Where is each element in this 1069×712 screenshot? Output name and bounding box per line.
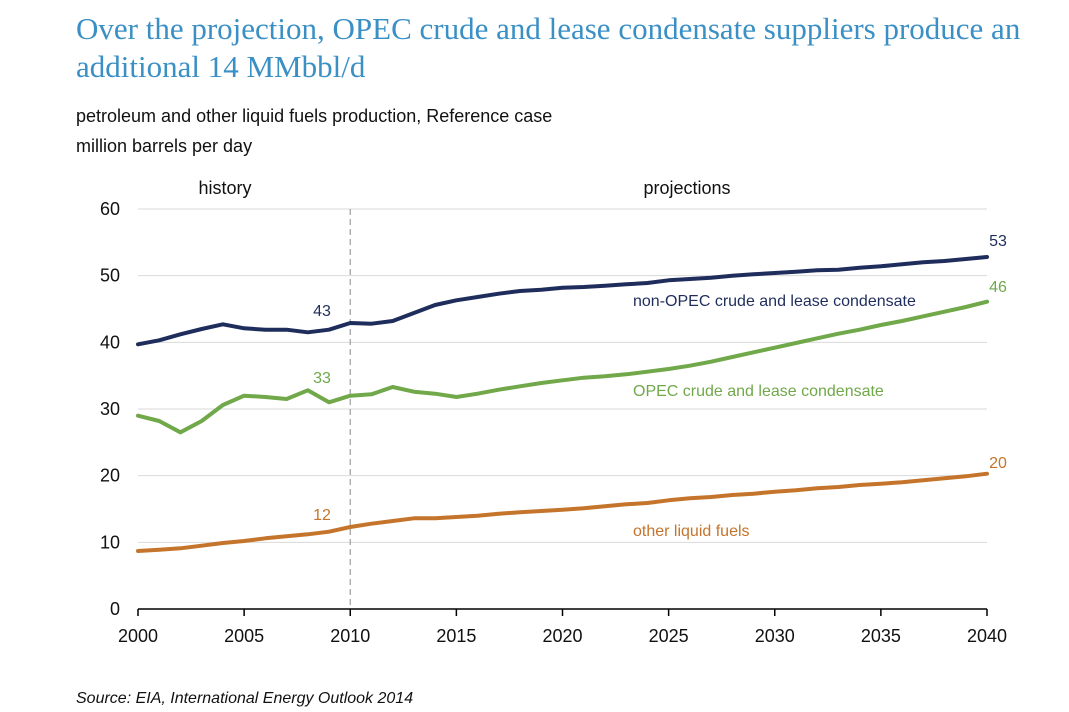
series-name-label-non-opec: non-OPEC crude and lease condensate xyxy=(633,293,916,310)
series-name-label-other-liquids: other liquid fuels xyxy=(633,523,750,540)
x-tick-label: 2030 xyxy=(755,626,795,646)
series-line-opec xyxy=(136,299,989,435)
data-label-2010-opec: 33 xyxy=(313,370,331,387)
data-label-2040-non-opec: 53 xyxy=(989,233,1007,250)
projections-region-label: projections xyxy=(643,178,730,198)
y-tick-label: 20 xyxy=(100,466,120,486)
chart-subtitle: petroleum and other liquid fuels product… xyxy=(76,106,553,126)
y-tick-label: 10 xyxy=(100,532,120,552)
data-label-2040-opec: 46 xyxy=(989,279,1007,296)
y-tick-label: 30 xyxy=(100,399,120,419)
y-tick-label: 60 xyxy=(100,199,120,219)
x-tick-label: 2010 xyxy=(330,626,370,646)
y-tick-label: 40 xyxy=(100,332,120,352)
x-tick-label: 2015 xyxy=(436,626,476,646)
x-tick-label: 2005 xyxy=(224,626,264,646)
x-tick-label: 2000 xyxy=(118,626,158,646)
x-tick-label: 2040 xyxy=(967,626,1007,646)
data-label-2040-other-liquids: 20 xyxy=(989,455,1007,472)
y-tick-label: 0 xyxy=(110,599,120,619)
history-region-label: history xyxy=(198,178,251,198)
series-name-label-opec: OPEC crude and lease condensate xyxy=(633,383,884,400)
x-tick-label: 2035 xyxy=(861,626,901,646)
chart-title: Over the projection, OPEC crude and leas… xyxy=(76,11,1021,84)
data-label-2010-other-liquids: 12 xyxy=(313,507,331,524)
data-label-2010-non-opec: 43 xyxy=(313,303,331,320)
series-line-other-liquids xyxy=(136,471,989,553)
source-note: Source: EIA, International Energy Outloo… xyxy=(76,690,414,707)
series-line-non-opec xyxy=(136,255,989,347)
x-tick-label: 2020 xyxy=(542,626,582,646)
x-tick-label: 2025 xyxy=(649,626,689,646)
y-axis-unit-label: million barrels per day xyxy=(76,136,253,156)
y-tick-label: 50 xyxy=(100,266,120,286)
